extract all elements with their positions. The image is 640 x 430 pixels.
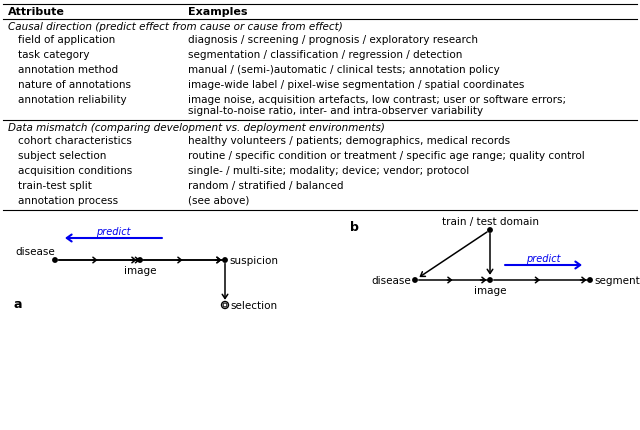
Circle shape xyxy=(413,278,417,283)
Text: disease: disease xyxy=(15,246,55,256)
Circle shape xyxy=(138,258,142,263)
Text: Attribute: Attribute xyxy=(8,7,65,17)
Text: task category: task category xyxy=(18,50,90,60)
Text: image noise, acquisition artefacts, low contrast; user or software errors;: image noise, acquisition artefacts, low … xyxy=(188,95,566,105)
Circle shape xyxy=(588,278,592,283)
Text: train-test split: train-test split xyxy=(18,181,92,190)
Text: single- / multi-site; modality; device; vendor; protocol: single- / multi-site; modality; device; … xyxy=(188,166,469,175)
Text: field of application: field of application xyxy=(18,35,115,45)
Text: cohort characteristics: cohort characteristics xyxy=(18,136,132,146)
Circle shape xyxy=(223,258,227,263)
Text: disease: disease xyxy=(371,275,411,286)
Text: b: b xyxy=(350,221,359,233)
Text: a: a xyxy=(14,297,22,310)
Text: train / test domain: train / test domain xyxy=(442,216,538,227)
Text: signal-to-noise ratio, inter- and intra-observer variability: signal-to-noise ratio, inter- and intra-… xyxy=(188,106,483,116)
Text: random / stratified / balanced: random / stratified / balanced xyxy=(188,181,344,190)
Text: annotation process: annotation process xyxy=(18,196,118,206)
Text: Examples: Examples xyxy=(188,7,248,17)
Text: annotation reliability: annotation reliability xyxy=(18,95,127,105)
Text: Data mismatch (comparing development vs. deployment environments): Data mismatch (comparing development vs.… xyxy=(8,123,385,133)
Text: (see above): (see above) xyxy=(188,196,250,206)
Text: acquisition conditions: acquisition conditions xyxy=(18,166,132,175)
Text: diagnosis / screening / prognosis / exploratory research: diagnosis / screening / prognosis / expl… xyxy=(188,35,478,45)
Text: nature of annotations: nature of annotations xyxy=(18,80,131,90)
Circle shape xyxy=(221,302,228,309)
Circle shape xyxy=(52,258,57,263)
Text: Causal direction (predict effect from cause or cause from effect): Causal direction (predict effect from ca… xyxy=(8,22,343,32)
Text: predict: predict xyxy=(96,227,131,237)
Circle shape xyxy=(488,228,492,233)
Circle shape xyxy=(488,278,492,283)
Text: routine / specific condition or treatment / specific age range; quality control: routine / specific condition or treatmen… xyxy=(188,150,585,161)
Text: suspicion: suspicion xyxy=(229,255,278,265)
Text: image: image xyxy=(474,286,506,295)
Text: healthy volunteers / patients; demographics, medical records: healthy volunteers / patients; demograph… xyxy=(188,136,510,146)
Text: segmentation / classification / regression / detection: segmentation / classification / regressi… xyxy=(188,50,462,60)
Text: segmentation: segmentation xyxy=(594,275,640,286)
Text: subject selection: subject selection xyxy=(18,150,106,161)
Text: annotation method: annotation method xyxy=(18,65,118,75)
Text: predict: predict xyxy=(526,253,561,264)
Text: manual / (semi-)automatic / clinical tests; annotation policy: manual / (semi-)automatic / clinical tes… xyxy=(188,65,500,75)
Text: selection: selection xyxy=(230,300,277,310)
Text: image: image xyxy=(124,265,156,275)
Text: image-wide label / pixel-wise segmentation / spatial coordinates: image-wide label / pixel-wise segmentati… xyxy=(188,80,524,90)
